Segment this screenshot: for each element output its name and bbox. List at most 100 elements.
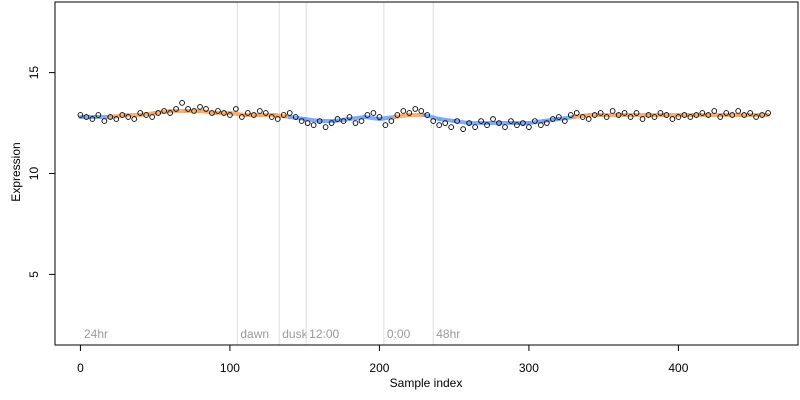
data-point xyxy=(567,112,574,118)
data-point xyxy=(514,122,520,128)
data-point xyxy=(125,114,132,120)
y-axis: 5 10 15 xyxy=(27,66,55,278)
data-point xyxy=(418,108,425,114)
data-point xyxy=(657,110,664,116)
data-point xyxy=(508,118,514,124)
data-point xyxy=(478,118,484,124)
data-point xyxy=(400,108,407,114)
data-point xyxy=(549,116,556,122)
data-point xyxy=(262,110,269,116)
data-point xyxy=(484,122,490,128)
data-point xyxy=(346,114,353,120)
data-point xyxy=(292,114,299,120)
data-point xyxy=(639,116,646,122)
vertical-line-label-48hr: 48hr xyxy=(436,327,460,341)
data-point xyxy=(131,116,138,122)
data-point xyxy=(597,110,604,116)
data-point xyxy=(454,118,460,124)
data-point xyxy=(759,112,765,118)
data-point xyxy=(83,114,90,120)
data-point xyxy=(161,108,167,114)
data-point xyxy=(388,118,395,124)
data-point xyxy=(274,116,281,122)
data-point xyxy=(753,114,759,120)
data-point xyxy=(328,120,335,126)
data-point xyxy=(316,118,323,124)
vertical-line-label-dawn: dawn xyxy=(240,327,269,341)
data-point xyxy=(490,116,496,122)
data-point xyxy=(436,122,443,128)
data-point xyxy=(173,106,179,112)
data-point xyxy=(137,110,144,116)
data-point xyxy=(358,118,365,124)
data-point xyxy=(502,124,508,130)
data-point xyxy=(579,114,586,120)
data-point xyxy=(717,114,724,120)
fitted-segment xyxy=(437,117,457,124)
data-point xyxy=(209,110,215,116)
vertical-line-label-12:00: 12:00 xyxy=(309,327,339,341)
data-point xyxy=(615,112,622,118)
data-point xyxy=(304,120,311,126)
data-point xyxy=(394,112,401,118)
data-point xyxy=(729,112,736,118)
data-point xyxy=(143,112,150,118)
data-point xyxy=(215,108,221,114)
data-point xyxy=(95,112,102,118)
data-point xyxy=(203,106,209,112)
data-point xyxy=(298,118,305,124)
data-point xyxy=(406,110,413,116)
x-tick-label: 200 xyxy=(369,361,389,375)
data-point xyxy=(352,120,359,126)
data-points xyxy=(77,100,771,132)
data-point xyxy=(179,100,185,106)
data-point xyxy=(526,124,532,130)
x-axis-label: Sample index xyxy=(390,376,463,390)
data-point xyxy=(268,114,275,120)
x-axis: 0 100 200 300 400 xyxy=(77,345,689,375)
data-point xyxy=(621,110,628,116)
data-point xyxy=(609,108,616,114)
data-point xyxy=(448,124,455,130)
data-point xyxy=(430,118,437,124)
data-point xyxy=(472,124,478,130)
data-point xyxy=(233,106,239,112)
x-tick-label: 0 xyxy=(77,361,84,375)
data-point xyxy=(460,126,466,132)
data-point xyxy=(382,122,389,128)
data-point xyxy=(496,120,502,126)
data-point xyxy=(466,120,472,126)
fitted-segment xyxy=(422,112,442,122)
data-point xyxy=(561,118,568,124)
vertical-line-label-dusk: dusk xyxy=(282,327,308,341)
fitted-segment xyxy=(272,112,292,120)
data-point xyxy=(155,110,162,116)
data-point xyxy=(113,116,120,122)
data-point xyxy=(227,112,233,118)
data-point xyxy=(77,112,84,118)
data-point xyxy=(191,108,197,114)
fitted-segment xyxy=(153,108,173,115)
data-point xyxy=(334,116,341,122)
data-point xyxy=(681,112,688,118)
data-point xyxy=(741,112,748,118)
data-point xyxy=(310,122,317,128)
data-point xyxy=(256,108,263,114)
data-point xyxy=(376,114,383,120)
data-point xyxy=(340,118,347,124)
fitted-segment xyxy=(347,115,367,122)
data-point xyxy=(245,110,251,116)
x-tick-label: 400 xyxy=(668,361,688,375)
data-point xyxy=(424,112,431,118)
data-point xyxy=(651,114,658,120)
data-point xyxy=(705,112,712,118)
fitted-segment xyxy=(138,110,158,117)
data-point xyxy=(286,110,293,116)
data-point xyxy=(167,110,173,116)
y-tick-label: 15 xyxy=(27,66,41,80)
fitted-segment xyxy=(571,112,591,120)
data-point xyxy=(370,110,377,116)
data-point xyxy=(250,112,257,118)
